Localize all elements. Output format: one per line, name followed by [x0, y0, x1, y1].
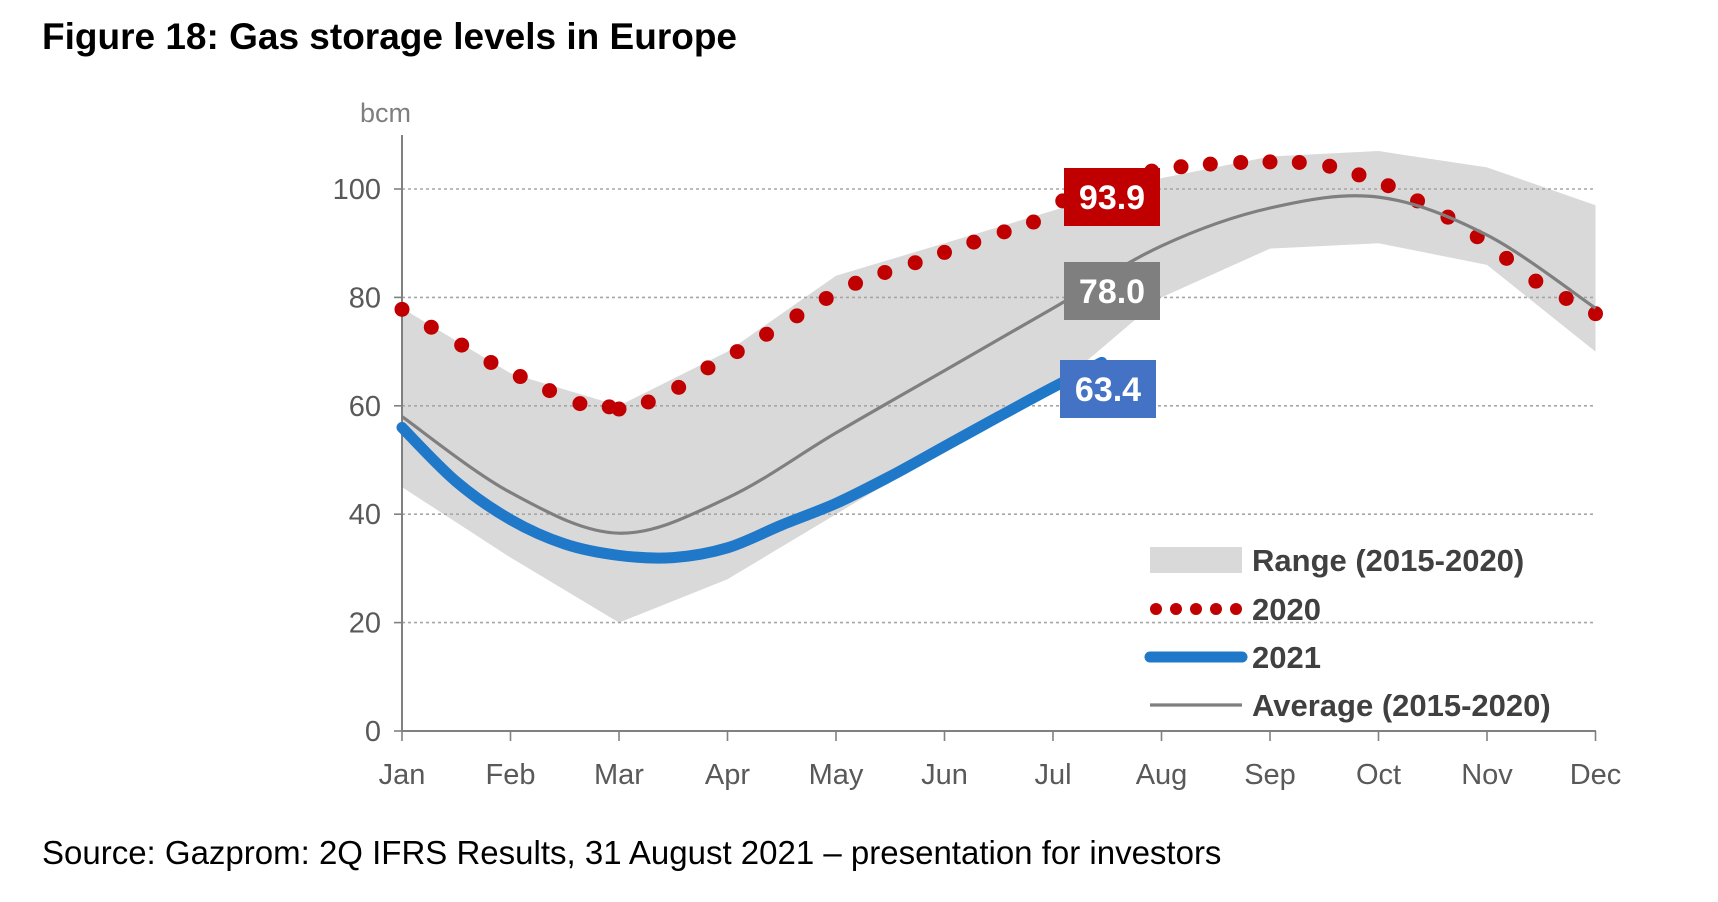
- x-tick-label-jul: Jul: [1034, 759, 1071, 791]
- x-tick-label-jan: Jan: [379, 759, 426, 791]
- callout-label-78-0: 78.0: [1079, 273, 1145, 311]
- callout-label-63-4: 63.4: [1075, 371, 1141, 409]
- series-2021-line: [396, 356, 1108, 564]
- legend-swatch-2020-dot: [1190, 603, 1202, 615]
- x-tick-label-may: May: [809, 759, 864, 791]
- series-2020-point: [937, 244, 952, 260]
- x-tick-label-mar: Mar: [594, 759, 644, 791]
- chart-title: Figure 18: Gas storage levels in Europe: [42, 16, 738, 57]
- y-tick-label: 100: [333, 174, 381, 206]
- series-2020-point: [394, 301, 410, 317]
- legend-label-2021: 2021: [1252, 640, 1321, 675]
- y-axis-unit: bcm: [360, 98, 411, 128]
- y-tick-label: 60: [349, 391, 381, 423]
- series-2020-point: [1202, 156, 1218, 172]
- x-tick-label-oct: Oct: [1356, 759, 1401, 791]
- x-tick-label-nov: Nov: [1461, 759, 1513, 791]
- series-2020-point: [700, 360, 716, 376]
- y-tick-label: 20: [349, 608, 381, 640]
- callouts-layer: 93.9 78.0 63.4: [1060, 168, 1160, 418]
- legend-swatch-2020-dot: [1210, 603, 1222, 615]
- range-band: [402, 151, 1596, 623]
- series-2020-point: [423, 319, 439, 335]
- y-tick-label: 80: [349, 282, 381, 314]
- series-2020-point: [1025, 214, 1041, 230]
- legend-swatch-range: [1150, 547, 1242, 573]
- legend-label-range-2015-2020: Range (2015-2020): [1252, 543, 1524, 578]
- x-tick-label-sep: Sep: [1244, 759, 1296, 791]
- x-tick-label-jun: Jun: [921, 759, 968, 791]
- x-tick-label-apr: Apr: [705, 759, 750, 791]
- callout-box-78-0: [1064, 262, 1160, 320]
- series-2020-point: [818, 290, 834, 306]
- series-2020-point: [907, 255, 923, 271]
- legend-swatch-2020-dot: [1150, 603, 1162, 615]
- y-tick-label: 0: [365, 716, 381, 748]
- range-band-layer: [402, 151, 1596, 623]
- x-tick-label-feb: Feb: [486, 759, 536, 791]
- callout-box-63-4: [1060, 360, 1156, 418]
- series-2020-point: [1558, 290, 1574, 306]
- series-2020-point: [848, 275, 864, 291]
- series-2020-point: [1351, 167, 1367, 183]
- series-2020-point: [1262, 154, 1278, 170]
- callout-box-93-9: [1064, 168, 1160, 226]
- series-2020-point: [1380, 178, 1396, 194]
- x-tick-label-aug: Aug: [1136, 759, 1188, 791]
- gridlines-layer: [402, 188, 1596, 624]
- series-2020-point: [1291, 154, 1307, 170]
- series-2020-point: [1233, 154, 1249, 170]
- series-2020-point: [512, 369, 528, 385]
- series-average-line: [401, 194, 1597, 535]
- series-2020-point: [611, 401, 627, 417]
- series-2020-point: [1499, 250, 1515, 266]
- legend-label-average-2015-2020: Average (2015-2020): [1252, 688, 1551, 723]
- legend-label-2020: 2020: [1252, 592, 1321, 627]
- series-2020-point: [454, 337, 470, 353]
- series-2020-point: [671, 379, 687, 395]
- legend-layer: Range (2015-2020) 2020 2021 Average (2015-2…: [1144, 543, 1551, 723]
- legend-swatch-2020-dot: [1230, 603, 1242, 615]
- series-2020-point: [572, 396, 588, 412]
- legend-swatch-2020-dot: [1170, 603, 1182, 615]
- series-2020-point: [966, 234, 982, 250]
- series-2020-point: [640, 394, 656, 410]
- series-2020-point: [1173, 159, 1189, 175]
- series-2020-point: [483, 354, 499, 370]
- series-2020-point: [877, 264, 893, 280]
- series-2020-point: [996, 224, 1012, 240]
- series-2020-point: [1588, 306, 1603, 322]
- series-2020-point: [759, 326, 775, 342]
- series-2020-point: [542, 383, 558, 399]
- series-2020-point: [789, 308, 805, 324]
- source-note: Source: Gazprom: 2Q IFRS Results, 31 Aug…: [42, 834, 1222, 871]
- series-2020-point: [729, 344, 745, 360]
- x-tick-label-dec: Dec: [1570, 759, 1622, 791]
- callout-label-93-9: 93.9: [1079, 179, 1145, 217]
- y-tick-label: 40: [349, 499, 381, 531]
- series-2020-point: [1322, 158, 1338, 174]
- axes-layer: 0 20 40 60 80 100 bcm Jan Feb Mar Apr May Jun Jul Aug S…: [333, 98, 1622, 791]
- series-2020-point: [1528, 273, 1544, 289]
